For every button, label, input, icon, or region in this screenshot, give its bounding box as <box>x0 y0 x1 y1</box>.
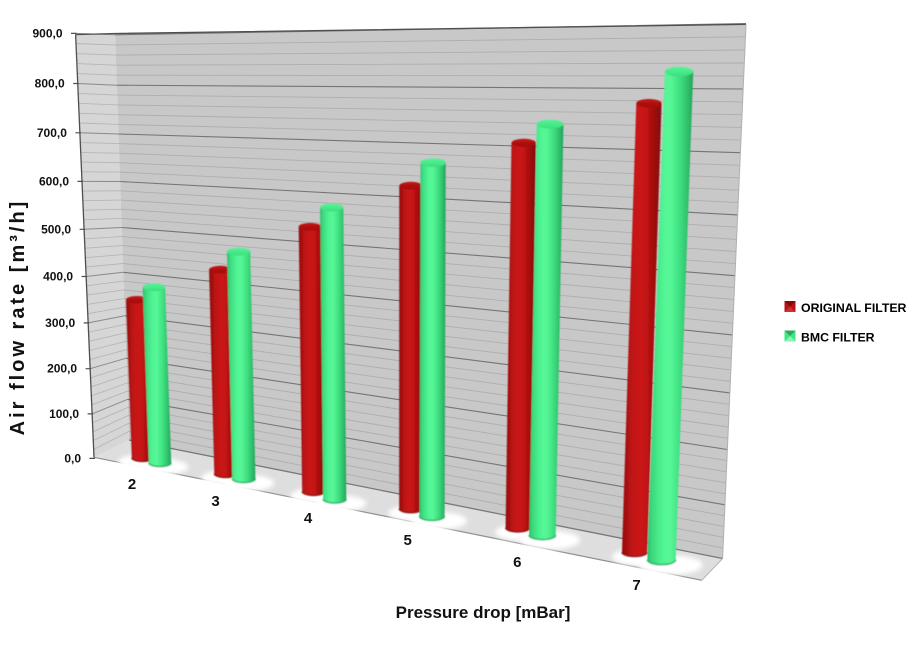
svg-text:300,0: 300,0 <box>45 316 75 330</box>
svg-text:900,0: 900,0 <box>32 26 62 40</box>
svg-text:0,0: 0,0 <box>64 451 81 465</box>
svg-text:7: 7 <box>632 577 640 594</box>
svg-text:Air flow rate [m³/h]: Air flow rate [m³/h] <box>7 199 29 436</box>
svg-text:5: 5 <box>404 532 412 549</box>
svg-text:3: 3 <box>211 493 219 510</box>
svg-text:400,0: 400,0 <box>43 270 73 284</box>
svg-text:100,0: 100,0 <box>49 407 79 421</box>
svg-text:2: 2 <box>128 476 136 493</box>
svg-text:800,0: 800,0 <box>35 77 65 91</box>
svg-text:600,0: 600,0 <box>39 174 69 188</box>
svg-text:200,0: 200,0 <box>47 362 77 376</box>
svg-text:500,0: 500,0 <box>41 222 71 236</box>
svg-text:700,0: 700,0 <box>37 126 67 140</box>
svg-text:4: 4 <box>304 510 313 527</box>
svg-text:6: 6 <box>513 554 521 571</box>
svg-text:BMC FILTER: BMC FILTER <box>801 331 875 345</box>
svg-text:Pressure drop [mBar]: Pressure drop [mBar] <box>396 603 571 622</box>
svg-text:ORIGINAL FILTER: ORIGINAL FILTER <box>801 301 907 315</box>
